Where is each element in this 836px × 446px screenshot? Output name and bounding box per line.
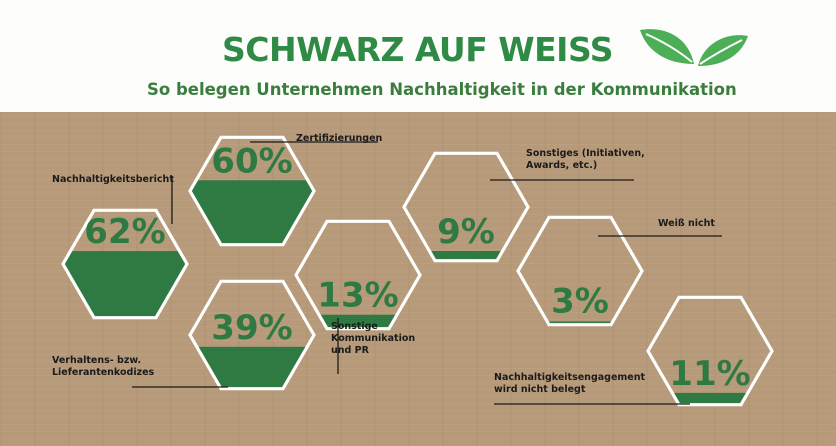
category-label: Nachhaltigkeitsengagement wird nicht bel… [494,372,646,395]
category-label: Sonstige Kommunikation und PR [331,321,416,356]
value-label: 13% [317,276,398,316]
hex-outline [402,151,530,263]
value-label: 39% [211,308,292,348]
hex-fill-bar [404,251,528,261]
category-label: Zertifizierungen [296,133,383,144]
value-label: 60% [211,141,292,181]
leaf-vein-left [645,33,693,63]
hex-outline [646,295,774,407]
header: SCHWARZ AUF WEISS So belegen Unternehmen… [0,0,836,112]
hex-outline [294,219,422,331]
category-label: Verhaltens- bzw. Lieferantenkodizes [52,355,155,378]
category-label: Nachhaltigkeitsbericht [52,174,174,185]
hex-fill-bar [63,251,187,318]
category-label: Sonstiges (Initiativen, Awards, etc.) [526,148,645,171]
hex-fill-bar [190,180,314,245]
hex-fill-bar [296,314,420,329]
hexagon-chart: 62% 60% 39% 13% 9% 3% 11% [61,135,774,407]
page-title: SCHWARZ AUF WEISS [222,30,614,69]
value-label: 62% [84,212,165,252]
hex-outline [188,135,316,247]
chart-board: 62% 60% 39% 13% 9% 3% 11% Nachhaltigkeitsberic… [0,112,836,446]
value-label: 11% [669,354,750,394]
value-label: 9% [437,212,495,252]
page-subtitle: So belegen Unternehmen Nachhaltigkeit in… [147,80,737,99]
hex-fill-bar [648,392,772,405]
leaf-icon [640,29,748,66]
hex-fill-bar [518,321,642,325]
value-label: 3% [551,282,609,322]
hex-outline [516,215,644,327]
leaf-vein-right [699,39,743,65]
hex-outline [61,208,189,320]
category-label: Weiß nicht [658,218,715,229]
hex-outline [188,279,316,391]
